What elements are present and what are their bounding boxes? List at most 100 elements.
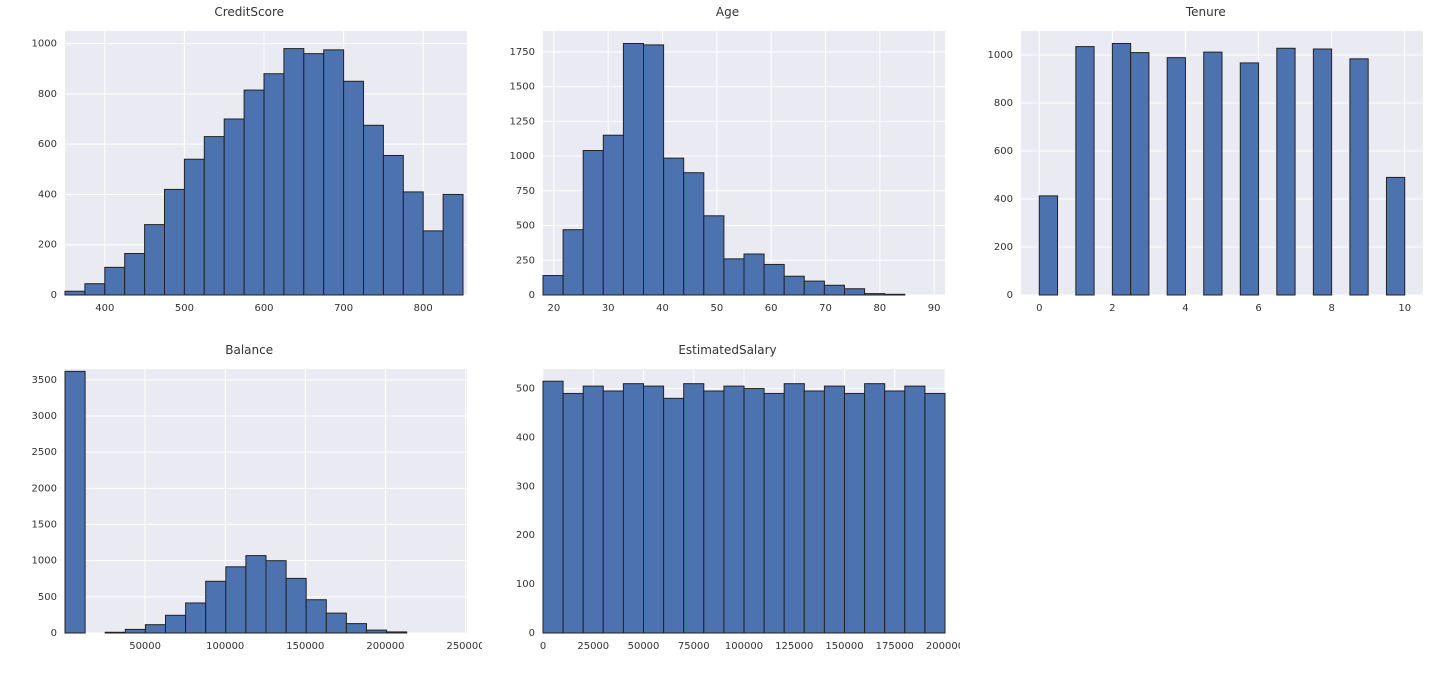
- y-tick-label: 500: [516, 384, 535, 395]
- histogram-bar: [643, 45, 663, 295]
- y-tick-label: 300: [516, 481, 535, 492]
- histogram-bar: [323, 50, 343, 295]
- y-tick-label: 800: [38, 89, 57, 100]
- histogram-bar: [865, 294, 885, 295]
- histogram-bar: [764, 393, 784, 633]
- histogram-bar: [1277, 48, 1295, 295]
- histogram-bar: [824, 386, 844, 633]
- histogram-bar: [105, 632, 125, 633]
- chart-panel-estimated_salary: EstimatedSalary0250005000075000100000125…: [488, 343, 966, 661]
- histogram-bar: [804, 391, 824, 633]
- x-tick-label: 50000: [129, 641, 161, 652]
- y-tick-label: 400: [994, 194, 1013, 205]
- histogram-bar: [225, 567, 245, 633]
- y-tick-label: 500: [38, 592, 57, 603]
- y-tick-label: 800: [994, 98, 1013, 109]
- x-tick-label: 150000: [286, 641, 324, 652]
- histogram-bar: [643, 386, 663, 633]
- chart-title: EstimatedSalary: [678, 343, 776, 357]
- histogram-bar: [383, 155, 403, 295]
- x-tick-label: 70: [819, 303, 832, 314]
- histogram-bar: [1241, 63, 1259, 295]
- y-tick-label: 250: [516, 255, 535, 266]
- histogram-bar: [246, 556, 266, 633]
- histogram-bar: [144, 225, 164, 295]
- histogram-bar: [925, 393, 945, 633]
- histogram-bar: [1387, 177, 1405, 295]
- y-tick-label: 1000: [31, 39, 56, 50]
- histogram-bar: [885, 294, 905, 295]
- histogram-bar: [403, 192, 423, 295]
- histogram-bar: [1113, 43, 1131, 295]
- x-tick-label: 100000: [206, 641, 244, 652]
- histogram-bar: [583, 150, 603, 295]
- histogram-bar: [724, 386, 744, 633]
- histogram-bar: [603, 391, 623, 633]
- x-tick-label: 4: [1183, 303, 1189, 314]
- histogram-bar: [563, 393, 583, 633]
- histogram-bar: [784, 276, 804, 295]
- x-tick-label: 250000: [446, 641, 482, 652]
- histogram-bar: [1040, 196, 1058, 295]
- x-tick-label: 700: [334, 303, 353, 314]
- histogram-bar: [1314, 49, 1332, 295]
- x-tick-label: 400: [95, 303, 114, 314]
- histogram-bar: [603, 135, 623, 295]
- y-tick-label: 600: [38, 139, 57, 150]
- chart-panel-age: Age2030405060708090025050075010001250150…: [488, 5, 966, 323]
- histogram-bar: [1076, 47, 1094, 295]
- chart-panel-balance: Balance500001000001500002000002500000500…: [10, 343, 488, 661]
- x-tick-label: 6: [1256, 303, 1262, 314]
- histogram-bar: [386, 632, 406, 633]
- chart-panel-tenure: Tenure024681002004006008001000: [967, 5, 1445, 323]
- x-tick-label: 2: [1110, 303, 1116, 314]
- histogram-bar: [905, 386, 925, 633]
- histogram-bar: [145, 625, 165, 633]
- histogram-bar: [286, 578, 306, 633]
- y-tick-label: 100: [516, 579, 535, 590]
- histogram-bar: [184, 159, 204, 295]
- histogram-bar: [704, 216, 724, 295]
- y-tick-label: 1500: [510, 82, 535, 93]
- y-tick-label: 500: [516, 221, 535, 232]
- histogram-bar: [664, 158, 684, 295]
- y-tick-label: 0: [529, 290, 535, 301]
- histogram-bar: [326, 613, 346, 633]
- histogram-bar: [204, 137, 224, 295]
- x-tick-label: 150000: [825, 641, 863, 652]
- histogram-bar: [844, 289, 864, 295]
- histogram-bar: [284, 49, 304, 295]
- histogram-bar: [366, 630, 386, 633]
- histogram-bar: [65, 291, 85, 295]
- histogram-bar: [104, 267, 124, 295]
- x-tick-label: 50: [710, 303, 723, 314]
- x-tick-label: 500: [175, 303, 194, 314]
- histogram-bar: [865, 384, 885, 633]
- histogram-bar: [443, 194, 463, 295]
- y-tick-label: 200: [38, 240, 57, 251]
- x-tick-label: 0: [1036, 303, 1042, 314]
- histogram-bar: [684, 173, 704, 295]
- y-tick-label: 1000: [988, 50, 1013, 61]
- y-tick-label: 200: [994, 242, 1013, 253]
- x-tick-label: 600: [254, 303, 273, 314]
- y-tick-label: 1000: [510, 151, 535, 162]
- histogram-bar: [303, 54, 323, 295]
- x-tick-label: 90: [928, 303, 941, 314]
- y-tick-label: 0: [529, 628, 535, 639]
- histogram-bar: [423, 231, 443, 295]
- y-tick-label: 3500: [31, 375, 56, 386]
- x-tick-label: 0: [540, 641, 546, 652]
- histogram-bar: [684, 384, 704, 633]
- x-tick-label: 75000: [678, 641, 710, 652]
- y-tick-label: 2000: [31, 483, 56, 494]
- y-tick-label: 1000: [31, 556, 56, 567]
- histogram-bar: [784, 384, 804, 633]
- y-tick-label: 0: [1007, 290, 1013, 301]
- histogram-bar: [165, 615, 185, 633]
- y-tick-label: 600: [994, 146, 1013, 157]
- y-tick-label: 0: [50, 290, 56, 301]
- chart-svg: 024681002004006008001000: [973, 23, 1438, 323]
- chart-svg: 5000010000015000020000025000005001000150…: [17, 361, 482, 661]
- chart-svg: 40050060070080002004006008001000: [17, 23, 482, 323]
